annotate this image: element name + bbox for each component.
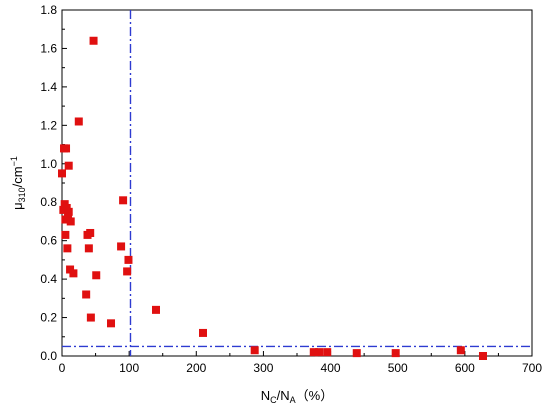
x-axis-title-main: N xyxy=(261,388,270,403)
data-point xyxy=(74,117,83,126)
data-point xyxy=(66,217,75,226)
data-point xyxy=(199,328,207,337)
data-points xyxy=(58,36,487,360)
x-tick-label: 700 xyxy=(522,361,542,375)
y-tick-label: 1.4 xyxy=(40,80,57,94)
y-tick-label: 1.2 xyxy=(40,118,57,132)
x-axis: 0 100 200 300 400 500 600 700 xyxy=(59,351,542,375)
y-axis-title: μ310/cm−1 xyxy=(9,156,27,210)
data-point xyxy=(92,271,101,280)
data-point xyxy=(59,205,68,214)
data-point xyxy=(62,144,71,153)
x-tick-label: 400 xyxy=(321,361,341,375)
x-tick-label: 500 xyxy=(388,361,408,375)
y-axis-title-mid: /cm xyxy=(10,166,25,187)
data-point xyxy=(63,244,72,253)
data-point xyxy=(61,215,70,224)
data-point xyxy=(64,161,73,170)
data-point xyxy=(478,352,487,360)
data-point xyxy=(58,169,66,178)
plot-frame xyxy=(61,9,533,357)
data-point xyxy=(250,346,259,355)
y-tick-label: 0.8 xyxy=(40,195,57,209)
data-point xyxy=(123,267,132,276)
data-point xyxy=(89,36,98,45)
y-tick-label: 1.8 xyxy=(40,3,57,17)
x-axis-title-mid: /N xyxy=(277,388,290,403)
x-tick-label: 100 xyxy=(119,361,139,375)
reference-lines xyxy=(62,10,532,356)
y-tick-label: 0.6 xyxy=(40,234,57,248)
x-axis-title-unit: （%） xyxy=(296,388,334,403)
y-tick-label: 1.6 xyxy=(40,41,57,55)
x-tick-label: 600 xyxy=(455,361,475,375)
data-point xyxy=(84,244,93,253)
data-point xyxy=(152,305,160,314)
y-tick-label: 0.2 xyxy=(40,311,57,325)
data-point xyxy=(323,348,332,357)
data-point xyxy=(86,313,95,322)
x-axis-title-sub2: A xyxy=(290,395,296,405)
data-point xyxy=(64,207,73,216)
data-point xyxy=(124,255,133,264)
x-axis-title: NC/NA（%） xyxy=(261,388,333,405)
data-point xyxy=(82,290,91,299)
plot-area-border xyxy=(61,9,533,357)
data-point xyxy=(309,348,318,357)
y-tick-label: 0.0 xyxy=(40,349,57,363)
y-tick-label: 0.4 xyxy=(40,272,57,286)
data-point xyxy=(391,349,400,358)
data-point xyxy=(117,242,126,251)
data-point xyxy=(61,230,70,239)
x-axis-title-sub1: C xyxy=(270,395,277,405)
data-point xyxy=(83,230,92,239)
data-point xyxy=(119,196,128,205)
x-tick-label: 200 xyxy=(186,361,206,375)
data-point xyxy=(456,346,465,355)
data-point xyxy=(315,348,324,357)
x-tick-label: 300 xyxy=(253,361,273,375)
y-axis-title-sup: −1 xyxy=(9,156,19,166)
x-tick-label: 0 xyxy=(59,361,66,375)
data-point xyxy=(69,269,78,278)
y-axis-title-sub: 310 xyxy=(17,187,27,202)
y-axis: 0.0 0.2 0.4 0.6 0.8 1.0 1.2 1.4 1.6 1.8 xyxy=(40,3,67,363)
data-point xyxy=(352,349,361,358)
data-point xyxy=(107,319,116,328)
y-axis-title-main: μ xyxy=(10,202,25,210)
y-tick-label: 1.0 xyxy=(40,157,57,171)
